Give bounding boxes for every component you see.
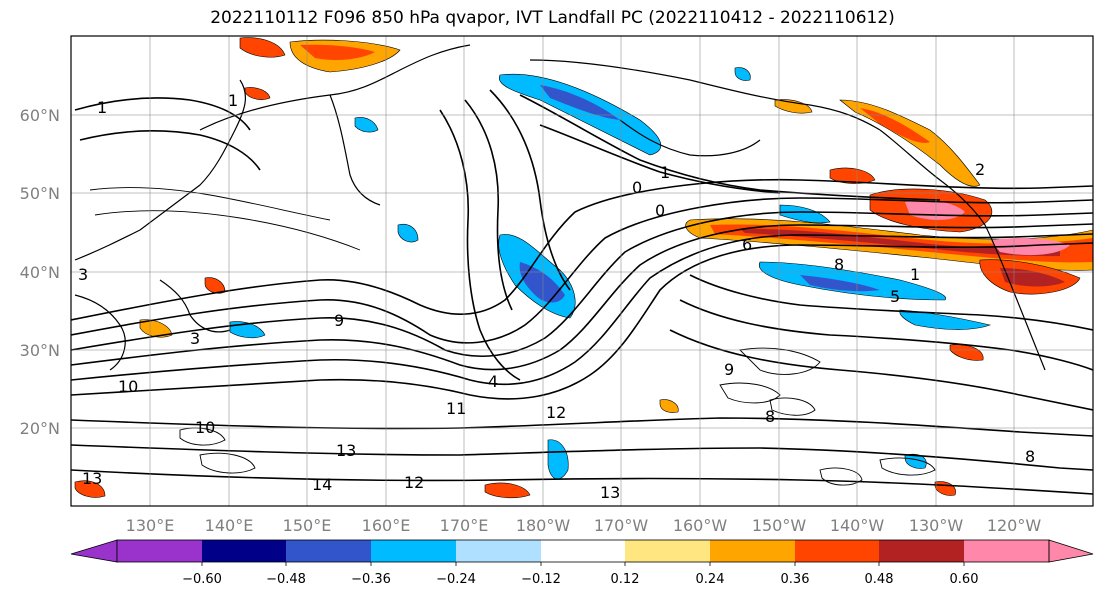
colorbar-outline [116,539,1050,563]
contour-label: 12 [546,403,566,422]
colorbar-segment [795,540,879,562]
colorbar-tick-label: −0.60 [182,572,222,587]
colorbar-tick-label: 0.12 [611,572,640,587]
contour-label: 8 [834,255,844,274]
contour-label: 4 [488,372,498,391]
lon-tick-label: 150°W [752,516,807,535]
colorbar-segment [456,540,541,562]
colorbar-tick-label: 0.36 [781,572,810,587]
lon-tick-label: 130°W [909,516,964,535]
colorbar-segment [710,540,795,562]
lat-tick-label: 50°N [20,184,60,203]
secondary-contours [89,187,936,486]
lat-tick-label: 60°N [20,106,60,125]
contour-label: 9 [334,311,344,330]
colorbar-tick-label: 0.24 [696,572,725,587]
contour-label: 0 [632,178,642,197]
contour-label: 9 [724,360,734,379]
lon-tick-label: 170°E [440,516,489,535]
contour-label: 2 [975,160,985,179]
colorbar-tick-label: −0.24 [436,572,476,587]
lon-tick-label: 140°E [205,516,254,535]
lon-tick-label: 160°W [673,516,728,535]
contour-label: 1 [228,91,238,110]
contour-label: 8 [1025,447,1035,466]
contour-label: 11 [446,399,466,418]
lon-tick-label: 180°W [516,516,571,535]
contour-label: 12 [404,473,424,492]
colorbar-tick-label: 0.48 [865,572,894,587]
colorbar-min-arrow [70,539,118,563]
graticule [71,36,1093,506]
colorbar-segment [371,540,456,562]
colorbar-tick-label: −0.12 [521,572,561,587]
lon-tick-label: 160°E [362,516,411,535]
colorbar: −0.60 −0.48 −0.36 −0.24 −0.12 0.12 0.24 … [70,539,1094,587]
contour-label: 3 [190,329,200,348]
colorbar-tick-label: 0.60 [950,572,979,587]
contour-label: 1 [910,265,920,284]
contour-labels: 1 1 0 1 0 6 8 1 3 5 9 3 4 10 10 11 12 13… [78,91,1035,502]
contour-label: 0 [655,201,665,220]
colorbar-max-arrow [1048,539,1094,563]
lon-tick-label: 120°W [987,516,1042,535]
contour-label: 13 [82,469,102,488]
contour-label: 1 [660,163,670,182]
longitude-axis: 130°E 140°E 150°E 160°E 170°E 180°W 170°… [126,516,1042,535]
lon-tick-label: 140°W [830,516,885,535]
contour-label: 10 [195,418,215,437]
colorbar-tick-label: −0.48 [266,572,306,587]
lat-tick-label: 20°N [20,419,60,438]
contour-label: 5 [890,287,900,306]
colorbar-segment [286,540,371,562]
contour-label: 8 [765,407,775,426]
lat-tick-label: 30°N [20,341,60,360]
colorbar-segment [117,540,202,562]
contour-lines [71,89,1093,495]
lat-tick-label: 40°N [20,263,60,282]
contour-label: 14 [312,475,332,494]
map-content: 1 1 0 1 0 6 8 1 3 5 9 3 4 10 10 11 12 13… [71,36,1093,506]
contour-label: 13 [336,441,356,460]
contour-label: 13 [600,483,620,502]
lon-tick-label: 150°E [283,516,332,535]
coastlines [74,44,1046,371]
contour-label: 6 [742,235,752,254]
lon-tick-label: 130°E [126,516,175,535]
map-title: 2022110112 F096 850 hPa qvapor, IVT Land… [210,8,895,28]
colorbar-tick-label: −0.36 [351,572,391,587]
colorbar-segment [964,540,1049,562]
contour-label: 10 [118,377,138,396]
colorbar-segment [879,540,964,562]
colorbar-segment [625,540,710,562]
colorbar-segment [541,540,625,562]
contour-label: 1 [97,98,107,117]
colorbar-segment [202,540,286,562]
lon-tick-label: 170°W [594,516,649,535]
map-border [70,35,1094,507]
contour-label: 3 [78,265,88,284]
latitude-axis: 60°N 50°N 40°N 30°N 20°N [20,106,60,438]
